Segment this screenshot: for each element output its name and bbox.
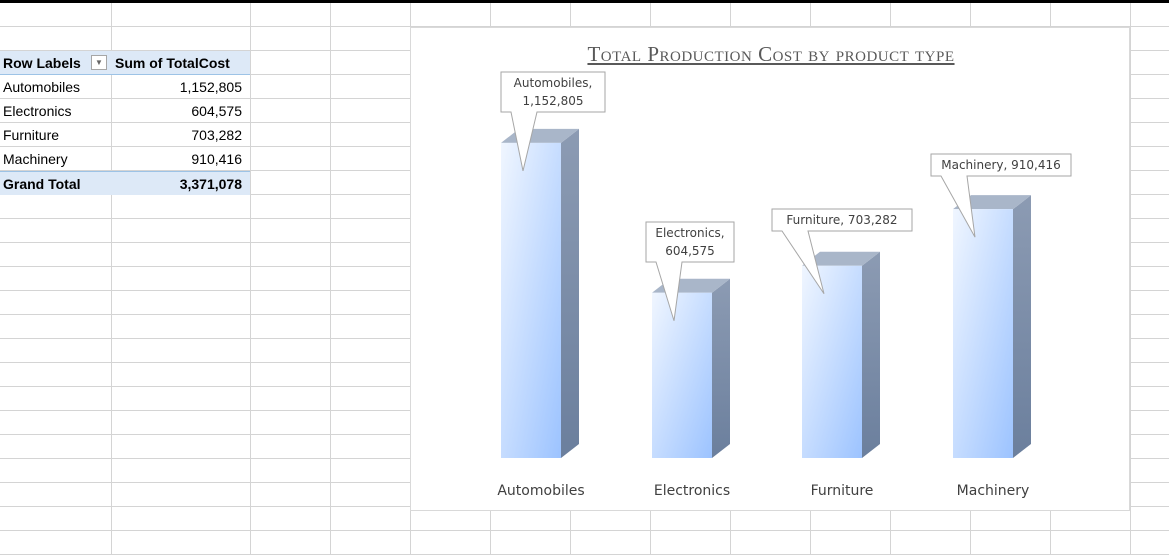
pivot-row-value: 1,152,805 <box>179 79 242 95</box>
bar-side <box>1013 195 1031 458</box>
pivot-row-value: 910,416 <box>191 151 242 167</box>
data-label: Furniture, 703,282 <box>786 213 897 227</box>
pivot-row[interactable]: Automobiles 1,152,805 <box>0 75 250 99</box>
x-tick-label: Automobiles <box>497 483 584 499</box>
bar-machinery[interactable] <box>953 209 1013 458</box>
pivot-row[interactable]: Electronics 604,575 <box>0 99 250 123</box>
window-top-border <box>0 0 1169 3</box>
data-label: 1,152,805 <box>522 94 583 108</box>
data-label: Machinery, 910,416 <box>941 158 1061 172</box>
pivot-row-label: Machinery <box>3 151 68 167</box>
bar-automobiles[interactable] <box>501 142 561 458</box>
pivot-row-label: Automobiles <box>3 79 81 95</box>
data-label-callout[interactable] <box>645 221 735 321</box>
pivot-row-value: 604,575 <box>191 103 242 119</box>
x-tick-label: Electronics <box>654 483 730 499</box>
pivot-table[interactable]: Row Labels ▼ Sum of TotalCost Automobile… <box>0 51 250 195</box>
pivot-row[interactable]: Furniture 703,282 <box>0 123 250 147</box>
data-label-callout[interactable] <box>500 71 606 172</box>
grand-total-label: Grand Total <box>3 176 81 192</box>
pivot-row-value: 703,282 <box>191 127 242 143</box>
data-label: Automobiles, <box>514 76 593 90</box>
bar-side <box>862 251 880 458</box>
pivot-grand-total-row[interactable]: Grand Total 3,371,078 <box>0 171 250 195</box>
pivot-header-row: Row Labels ▼ Sum of TotalCost <box>0 51 250 75</box>
data-label: Electronics, <box>655 226 724 240</box>
chart-title[interactable]: Total Production Cost by product type <box>587 42 955 66</box>
bar-side <box>712 278 730 458</box>
data-label-callout[interactable] <box>771 208 913 295</box>
chart-area[interactable]: Total Production Cost by product type Au… <box>410 27 1130 511</box>
data-label: 604,575 <box>665 244 715 258</box>
pivot-row-label: Furniture <box>3 127 60 143</box>
sum-totalcost-header[interactable]: Sum of TotalCost <box>115 55 230 71</box>
bar-top <box>953 195 1031 210</box>
bar-electronics[interactable] <box>652 292 712 458</box>
chart-plot: Automobiles Automobiles, 1,152,805 Electron… <box>497 71 1072 499</box>
grand-total-value: 3,371,078 <box>179 176 242 192</box>
row-labels-header[interactable]: Row Labels <box>3 55 81 71</box>
pivot-row[interactable]: Machinery 910,416 <box>0 147 250 171</box>
pivot-row-label: Electronics <box>3 103 72 119</box>
data-label-callout[interactable] <box>930 153 1072 238</box>
bar-furniture[interactable] <box>802 265 862 458</box>
x-tick-label: Machinery <box>957 483 1030 499</box>
bar-side <box>561 128 579 458</box>
bar-top <box>802 251 880 266</box>
dropdown-arrow-icon[interactable]: ▼ <box>91 55 107 70</box>
x-tick-label: Furniture <box>811 483 874 499</box>
